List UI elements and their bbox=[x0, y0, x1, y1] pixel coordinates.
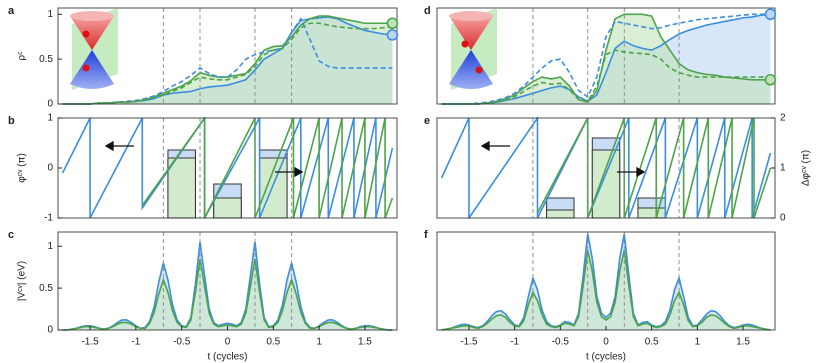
x-tick-label: -0.5 bbox=[552, 337, 570, 348]
end-marker bbox=[764, 8, 777, 21]
line bbox=[62, 241, 393, 331]
axes-frame bbox=[436, 7, 776, 105]
line bbox=[62, 15, 393, 105]
y-tick-label: 1 bbox=[47, 113, 53, 124]
bar bbox=[637, 207, 666, 219]
y2-tick-label: 1 bbox=[780, 163, 786, 174]
area bbox=[62, 242, 393, 330]
panel-label: f bbox=[424, 229, 428, 241]
x-tick-label: 1 bbox=[695, 337, 701, 348]
x-axis-label: t (cycles) bbox=[586, 352, 626, 363]
y-axis-label: ρᶜ bbox=[17, 51, 28, 61]
y-tick-label: 0 bbox=[47, 163, 53, 174]
x-tick-label: -0.5 bbox=[173, 337, 191, 348]
line bbox=[62, 22, 393, 105]
y-axis-label: φᶜᵛ (π) bbox=[17, 153, 28, 183]
bar bbox=[546, 209, 575, 219]
line bbox=[441, 13, 771, 105]
axes-frame bbox=[57, 231, 398, 331]
x-tick-label: 1.5 bbox=[358, 337, 372, 348]
arrows bbox=[104, 140, 646, 178]
y-tick-label: 0.5 bbox=[39, 54, 53, 65]
y2-axis-label: Δφᶜᵛ (π) bbox=[801, 150, 812, 186]
x-axis-label: t (cycles) bbox=[208, 352, 248, 363]
line bbox=[441, 233, 771, 331]
x-tick-label: -1 bbox=[510, 337, 519, 348]
y2-tick-label: 2 bbox=[780, 113, 786, 124]
y-tick-label: 1 bbox=[47, 241, 53, 252]
y-tick-label: 0 bbox=[47, 325, 53, 336]
x-tick-label: 1.5 bbox=[736, 337, 750, 348]
line bbox=[441, 13, 771, 105]
line bbox=[62, 258, 393, 331]
cone-inset bbox=[449, 8, 497, 90]
end-marker bbox=[386, 29, 399, 41]
area bbox=[62, 258, 393, 330]
plot-area bbox=[61, 117, 394, 219]
area bbox=[441, 233, 771, 330]
cone-inset bbox=[70, 8, 118, 90]
y-axis-label: |Vᶜᵛ| (eV) bbox=[17, 261, 28, 301]
x-tick-label: -1.5 bbox=[460, 337, 478, 348]
line bbox=[441, 250, 771, 331]
plot-area bbox=[62, 15, 393, 105]
panel-label: b bbox=[8, 115, 15, 127]
axes-frame bbox=[57, 7, 398, 105]
panel-label: e bbox=[424, 115, 430, 127]
x-tick-label: 0 bbox=[225, 337, 231, 348]
end-marker bbox=[764, 74, 777, 86]
line bbox=[62, 17, 393, 105]
x-tick-label: -1 bbox=[131, 337, 140, 348]
x-tick-label: 0 bbox=[603, 337, 609, 348]
y-tick-label: 0 bbox=[47, 99, 53, 110]
x-tick-label: 0.5 bbox=[266, 337, 280, 348]
panel-label: c bbox=[8, 229, 14, 241]
bar bbox=[213, 197, 242, 219]
line bbox=[536, 117, 772, 219]
axes-frame bbox=[436, 231, 776, 331]
x-tick-label: 1 bbox=[316, 337, 322, 348]
plot-area bbox=[440, 117, 772, 219]
y2-tick-label: 0 bbox=[780, 213, 786, 224]
line bbox=[141, 117, 394, 219]
area bbox=[441, 14, 771, 105]
line bbox=[61, 117, 394, 219]
y-tick-label: -1 bbox=[44, 213, 53, 224]
plot-area bbox=[441, 233, 771, 331]
plot-area bbox=[441, 13, 771, 105]
line bbox=[440, 117, 772, 219]
bar bbox=[167, 157, 196, 219]
panel-label: a bbox=[8, 5, 15, 17]
panel-label: d bbox=[424, 5, 431, 17]
bar bbox=[591, 149, 621, 219]
end-marker bbox=[386, 17, 399, 30]
line bbox=[441, 13, 771, 105]
x-tick-label: 0.5 bbox=[645, 337, 659, 348]
plot-area bbox=[62, 241, 393, 331]
x-tick-label: -1.5 bbox=[81, 337, 99, 348]
y-tick-label: 0.5 bbox=[39, 283, 53, 294]
y-tick-label: 1 bbox=[47, 9, 53, 20]
